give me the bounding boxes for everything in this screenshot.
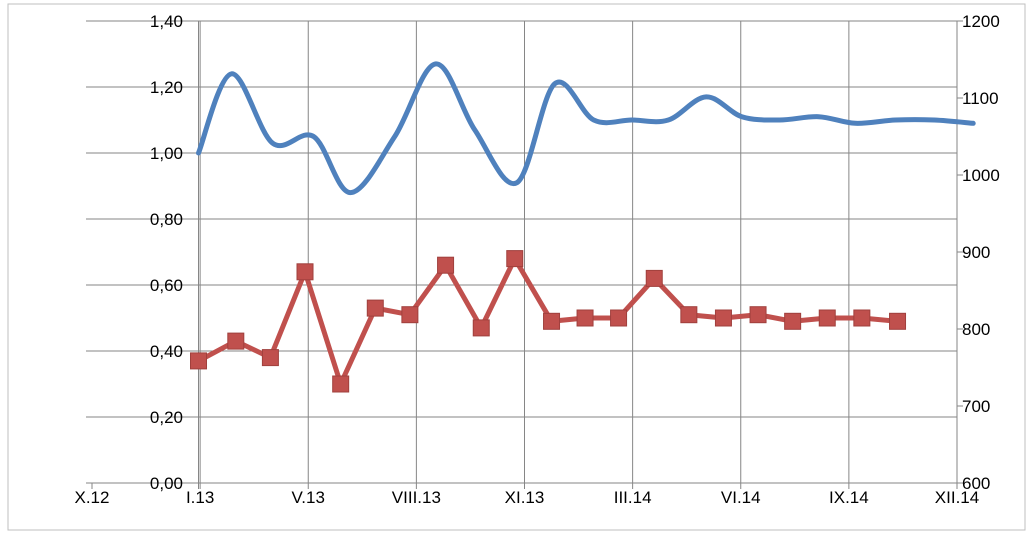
y-right-tick-label: 600 [962, 474, 990, 493]
data-point [749, 306, 767, 324]
y-right-tick-label: 700 [962, 397, 990, 416]
axes [86, 20, 963, 489]
y-left-tick-label: 1,00 [150, 144, 183, 163]
tick-labels: 0,00 0,20 0,40 0,60 0,80 1,00 1,20 1,40 600 700 80… [75, 12, 1000, 507]
data-point [680, 306, 698, 324]
series-0 [196, 61, 976, 196]
y-right-tick-label: 800 [962, 320, 990, 339]
series-1 [190, 250, 907, 393]
x-tick-label: III.14 [614, 488, 652, 507]
data-point [261, 349, 279, 367]
y-left-tick-label: 0,20 [150, 408, 183, 427]
x-tick-label: XII.14 [935, 488, 979, 507]
data-point [332, 375, 350, 393]
x-tick-label: V.13 [292, 488, 325, 507]
data-point [472, 319, 490, 337]
y-right-tick-label: 900 [962, 243, 990, 262]
data-point [227, 332, 245, 350]
x-tick-label: X.12 [75, 488, 110, 507]
data-point [437, 256, 455, 274]
x-tick-label: VIII.13 [392, 488, 441, 507]
data-point [190, 352, 208, 370]
series-layer [190, 61, 976, 393]
y-left-tick-label: 0,80 [150, 210, 183, 229]
y-left-tick-label: 1,40 [150, 12, 183, 31]
x-tick-label: XI.13 [505, 488, 545, 507]
y-right-tick-label: 1100 [962, 89, 999, 108]
data-point [889, 312, 907, 330]
data-point [818, 309, 836, 327]
data-point [853, 309, 871, 327]
data-point [366, 299, 384, 317]
x-tick-label: VI.14 [721, 488, 761, 507]
series-line [196, 61, 976, 196]
data-point [296, 263, 314, 281]
y-right-tick-label: 1200 [962, 12, 1000, 31]
y-left-tick-label: 0,40 [150, 342, 183, 361]
data-point [506, 250, 524, 268]
y-left-tick-label: 1,20 [150, 78, 183, 97]
data-point [784, 312, 802, 330]
data-point [645, 269, 663, 287]
data-point [401, 306, 419, 324]
y-left-tick-label: 0,00 [150, 474, 183, 493]
data-point [576, 309, 594, 327]
y-left-tick-label: 0,60 [150, 276, 183, 295]
data-point [610, 309, 628, 327]
x-tick-label: I.13 [186, 488, 214, 507]
data-point [714, 309, 732, 327]
data-point [543, 312, 561, 330]
y-right-tick-label: 1000 [962, 166, 1000, 185]
x-tick-label: IX.14 [829, 488, 869, 507]
